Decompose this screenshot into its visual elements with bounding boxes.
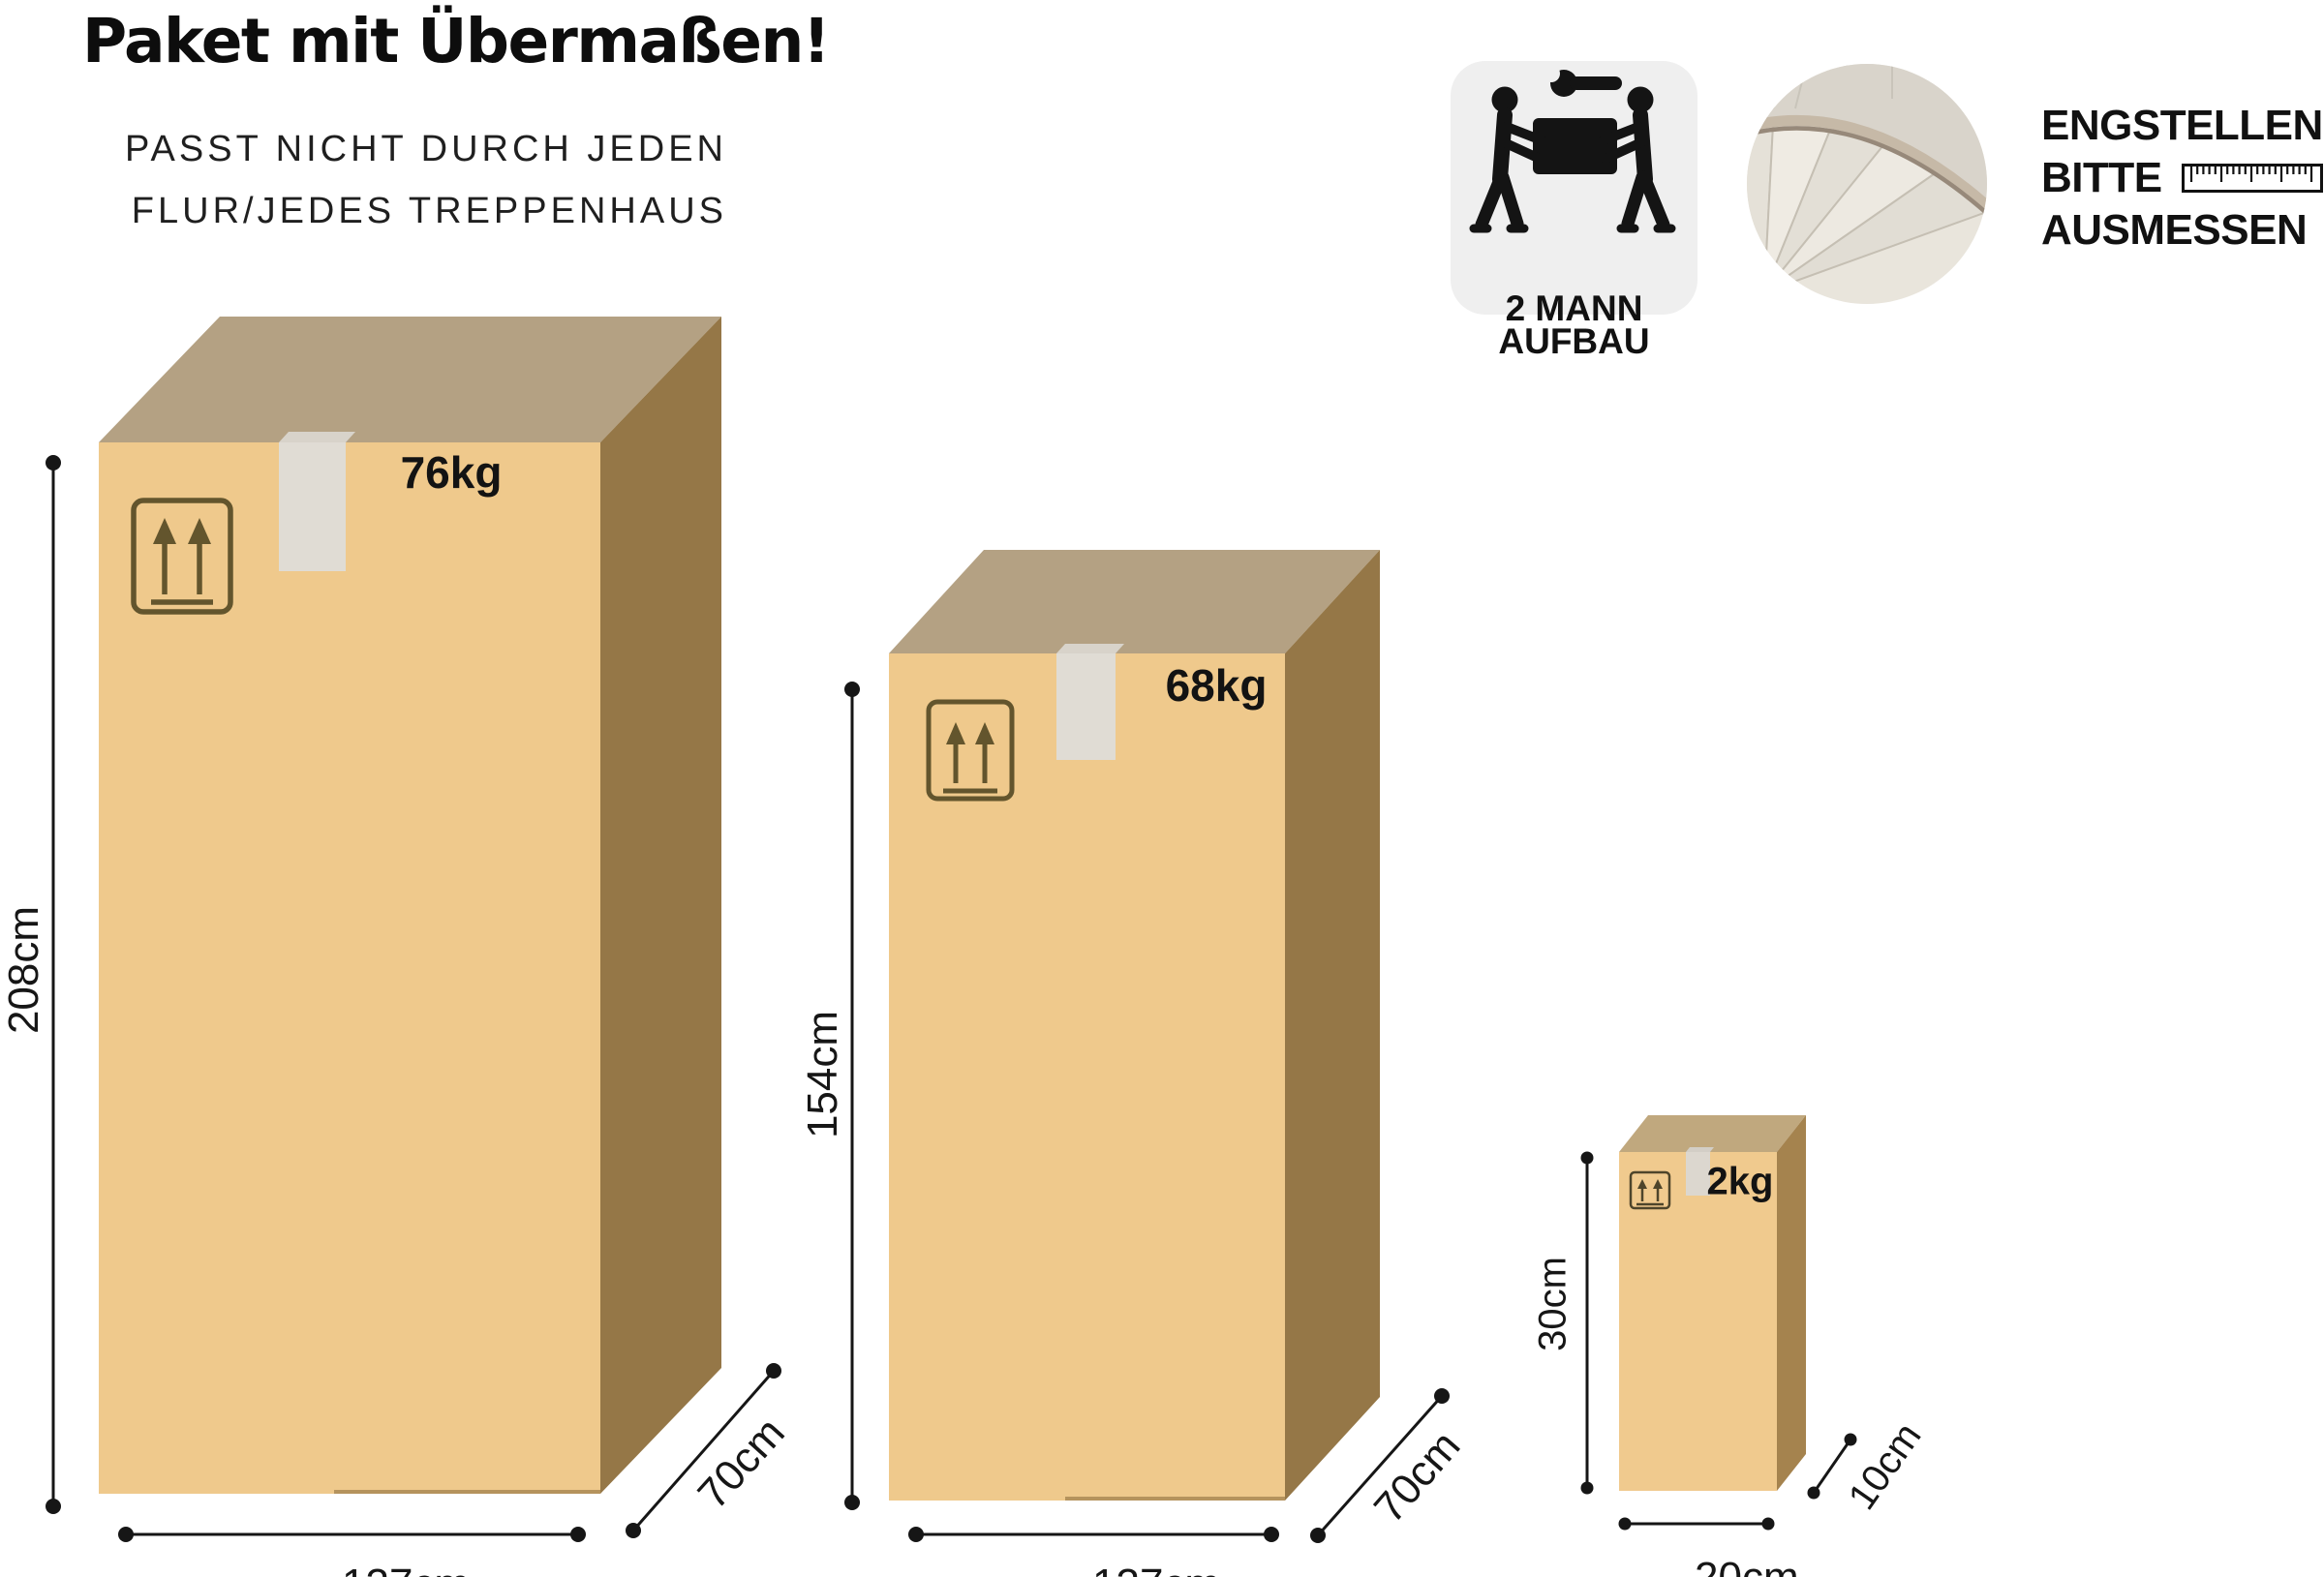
box-large-front-face: [99, 442, 600, 1494]
box-small-side-face: [1777, 1115, 1806, 1491]
box-small-dimension-lines: [1585, 1158, 1852, 1526]
box-large: [46, 317, 781, 1542]
subtitle-line-1: PASST NICHT DURCH JEDEN: [125, 129, 727, 169]
measure-line-2: BITTE: [2041, 152, 2323, 204]
depth-dimension-line: [631, 1370, 776, 1532]
width-label-large: 137cm: [342, 1561, 470, 1577]
box-large-side-face: [600, 317, 721, 1494]
this-side-up-icon: [1629, 1170, 1671, 1210]
box-medium-dimension-lines: [850, 689, 1444, 1536]
box-medium-dimension-dots: [844, 682, 1450, 1543]
tape-strip-top: [1686, 1147, 1714, 1152]
tape-strip: [1686, 1152, 1710, 1196]
depth-dimension-line: [1812, 1439, 1852, 1494]
height-label-small: 30cm: [1531, 1257, 1575, 1351]
page-subtitle: PASST NICHT DURCH JEDEN FLUR/JEDES TREPP…: [82, 118, 727, 242]
measure-text-3: AUSMESSEN: [2041, 206, 2308, 254]
measure-text-1: ENGSTELLEN: [2041, 102, 2323, 149]
two-man-assembly-badge: 2 MANN AUFBAU: [1451, 61, 1697, 359]
page-title: Paket mit Übermaßen!: [82, 6, 831, 76]
height-label-medium: 154cm: [799, 1010, 846, 1139]
two-man-badge-label-2: AUFBAU: [1498, 321, 1650, 361]
box-large-top-face: [99, 317, 721, 442]
box-small-top-face: [1619, 1115, 1806, 1152]
box-medium-bottom-edge: [1065, 1497, 1285, 1501]
tape-strip-top: [279, 432, 355, 442]
this-side-up-icon: [131, 498, 233, 615]
box-large-dimension-dots: [46, 455, 781, 1542]
measure-line-1: ENGSTELLEN: [2041, 100, 2323, 152]
width-label-medium: 137cm: [1092, 1561, 1220, 1577]
two-man-badge-label-1: 2 MANN: [1505, 288, 1643, 328]
box-medium-side-face: [1285, 550, 1380, 1501]
tape-strip: [279, 442, 346, 571]
subtitle-line-2: FLUR/JEDES TREPPENHAUS: [131, 191, 727, 231]
tape-strip: [1056, 653, 1116, 760]
box-large-dimension-lines: [51, 463, 776, 1536]
two-men-carrying-box-with-wrench-icon: [1469, 65, 1676, 233]
depth-dimension-line: [1316, 1395, 1444, 1536]
measure-text-2: BITTE: [2041, 154, 2162, 201]
box-medium: [844, 550, 1450, 1543]
measure-notice: ENGSTELLEN BITTE: [2041, 100, 2323, 257]
box-small: [1580, 1115, 1857, 1531]
weight-label-small: 2kg: [1706, 1160, 1774, 1203]
box-medium-top-face: [889, 550, 1380, 653]
ruler-icon: [2181, 164, 2323, 193]
weight-label-medium: 68kg: [1165, 660, 1268, 711]
box-medium-front-face: [889, 653, 1285, 1501]
width-label-small: 20cm: [1695, 1554, 1799, 1577]
box-small-dimension-dots: [1580, 1151, 1857, 1531]
this-side-up-icon: [926, 699, 1015, 802]
measure-line-3: AUSMESSEN: [2041, 204, 2323, 257]
spiral-staircase-photo: [1747, 64, 1987, 304]
box-large-bottom-edge: [334, 1490, 600, 1494]
height-label-large: 208cm: [0, 905, 47, 1035]
weight-label-large: 76kg: [400, 447, 503, 498]
tape-strip-top: [1056, 644, 1124, 653]
